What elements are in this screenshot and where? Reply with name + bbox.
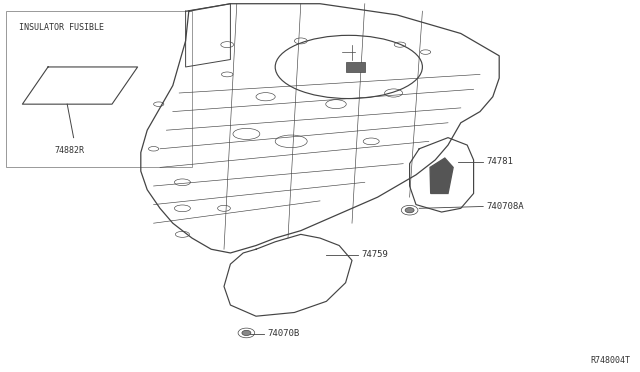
Text: 740708A: 740708A <box>486 202 524 211</box>
FancyBboxPatch shape <box>346 62 365 72</box>
FancyBboxPatch shape <box>6 11 192 167</box>
Circle shape <box>242 330 251 336</box>
Polygon shape <box>430 158 453 193</box>
Text: 74781: 74781 <box>486 157 513 166</box>
Circle shape <box>405 208 414 213</box>
Text: 74759: 74759 <box>362 250 388 259</box>
Text: INSULATOR FUSIBLE: INSULATOR FUSIBLE <box>19 23 104 32</box>
Text: 74070B: 74070B <box>268 329 300 338</box>
Text: 74882R: 74882R <box>54 145 84 154</box>
Text: R748004T: R748004T <box>590 356 630 365</box>
